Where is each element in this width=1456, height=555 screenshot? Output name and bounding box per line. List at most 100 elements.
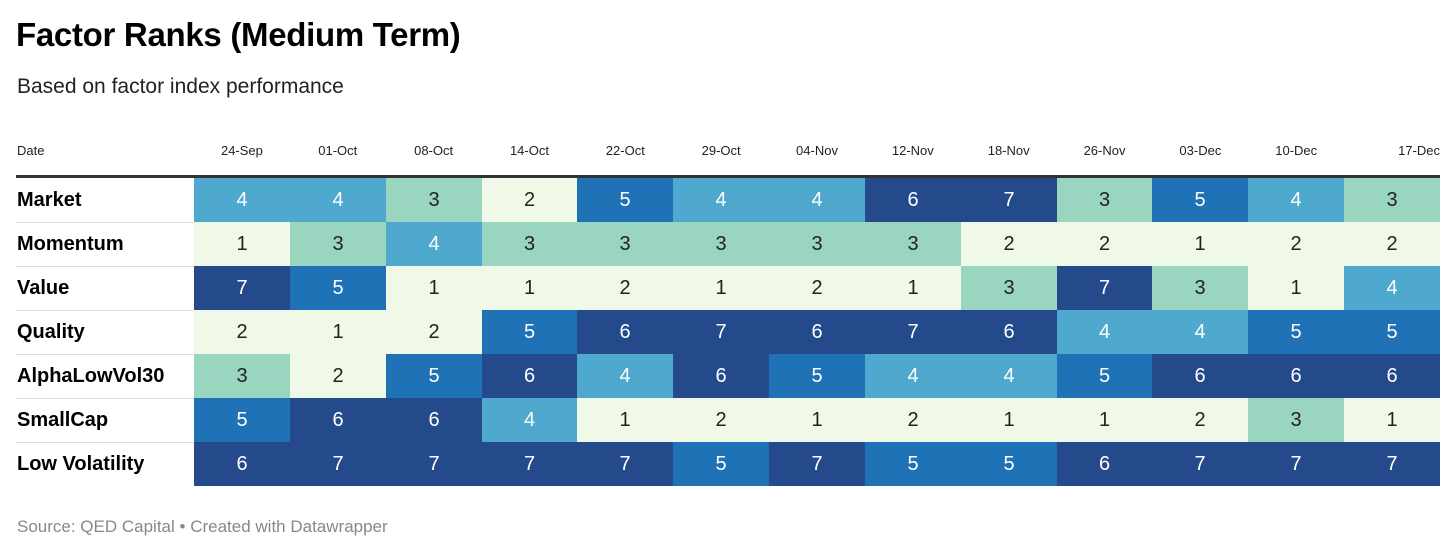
heatmap-cell: 1 [386,266,482,310]
column-header: 01-Oct [318,143,358,158]
heatmap-cell: 2 [865,398,961,442]
heatmap-cell: 3 [577,222,673,266]
heatmap-cell: 2 [290,354,386,398]
heatmap-cell: 3 [1057,178,1152,222]
heatmap-cell: 3 [1152,266,1248,310]
heatmap-cell: 5 [673,442,769,486]
heatmap-cell: 1 [1344,398,1440,442]
column-header: 10-Dec [1275,143,1318,158]
heatmap-cell: 5 [386,354,482,398]
heatmap-cell: 7 [1152,442,1248,486]
heatmap-cell: 5 [1057,354,1152,398]
heatmap-cell: 6 [386,398,482,442]
heatmap-row: Value 7 5 1 1 2 1 2 1 3 7 3 1 4 [0,266,1456,310]
heatmap-row: SmallCap 5 6 6 4 1 2 1 2 1 1 2 3 1 [0,398,1456,442]
row-label: Value [17,277,70,299]
heatmap-cell: 3 [386,178,482,222]
heatmap-cell: 4 [386,222,482,266]
heatmap-cell: 4 [1344,266,1440,310]
heatmap-cell: 5 [769,354,865,398]
heatmap-cell: 5 [865,442,961,486]
row-label: Momentum [17,233,124,255]
column-header: 08-Oct [414,143,454,158]
heatmap-cell: 6 [1057,442,1152,486]
chart-subtitle: Based on factor index performance [17,75,344,98]
heatmap-cell: 1 [1057,398,1152,442]
heatmap-cell: 2 [673,398,769,442]
heatmap-cell: 3 [290,222,386,266]
heatmap-cell: 4 [769,178,865,222]
heatmap-cell: 5 [1344,310,1440,354]
column-header: 22-Oct [605,143,645,158]
heatmap-cell: 7 [673,310,769,354]
heatmap-cell: 1 [769,398,865,442]
heatmap-cell: 3 [194,354,290,398]
row-label: Market [17,189,82,211]
row-label: AlphaLowVol30 [17,365,165,387]
heatmap-cell: 3 [1344,178,1440,222]
heatmap-cell: 3 [1248,398,1344,442]
heatmap-cell: 6 [961,310,1057,354]
heatmap-cell: 7 [1057,266,1152,310]
heatmap-cell: 7 [290,442,386,486]
row-separator [16,398,194,399]
row-header-label: Date [17,143,45,158]
heatmap-cell: 5 [482,310,577,354]
heatmap-cell: 3 [482,222,577,266]
heatmap-cell: 4 [482,398,577,442]
heatmap-cell: 1 [961,398,1057,442]
row-separator [16,266,194,267]
heatmap-cell: 3 [673,222,769,266]
source-note: Source: QED Capital • Created with Dataw… [17,517,388,536]
column-header: 12-Nov [891,143,934,158]
heatmap-cell: 2 [577,266,673,310]
heatmap-cell: 4 [194,178,290,222]
heatmap-cell: 6 [1344,354,1440,398]
heatmap-cell: 6 [290,398,386,442]
heatmap-cell: 4 [577,354,673,398]
heatmap-cell: 7 [769,442,865,486]
heatmap-cell: 2 [482,178,577,222]
heatmap-cell: 5 [961,442,1057,486]
heatmap-cell: 1 [865,266,961,310]
heatmap-row: Quality 2 1 2 5 6 7 6 7 6 4 4 5 5 [0,310,1456,354]
heatmap-cell: 4 [290,178,386,222]
heatmap-cell: 3 [961,266,1057,310]
heatmap-cell: 5 [1248,310,1344,354]
heatmap-cell: 2 [1248,222,1344,266]
heatmap-cell: 6 [673,354,769,398]
heatmap-cell: 2 [961,222,1057,266]
heatmap-cell: 2 [1057,222,1152,266]
heatmap-cell: 7 [1248,442,1344,486]
heatmap-cell: 1 [673,266,769,310]
heatmap-cell: 1 [194,222,290,266]
column-header-row: Date 24-Sep 01-Oct 08-Oct 14-Oct 22-Oct 29-Oc… [0,143,1456,169]
heatmap-cell: 7 [577,442,673,486]
heatmap-cell: 2 [194,310,290,354]
heatmap-cell: 6 [1248,354,1344,398]
heatmap-cell: 7 [961,178,1057,222]
heatmap-cell: 6 [769,310,865,354]
heatmap-row: Market 4 4 3 2 5 4 4 6 7 3 5 4 3 [0,178,1456,222]
heatmap-cell: 6 [482,354,577,398]
heatmap-cell: 4 [1248,178,1344,222]
heatmap-cell: 1 [1248,266,1344,310]
row-separator [16,442,194,443]
column-header: 03-Dec [1179,143,1222,158]
heatmap-cell: 7 [386,442,482,486]
heatmap-cell: 6 [577,310,673,354]
heatmap-cell: 1 [290,310,386,354]
heatmap-cell: 5 [577,178,673,222]
row-separator [16,310,194,311]
heatmap-cell: 2 [386,310,482,354]
heatmap-cell: 7 [865,310,961,354]
heatmap-cell: 2 [769,266,865,310]
heatmap-cell: 2 [1152,398,1248,442]
column-header: 24-Sep [220,143,263,158]
heatmap-cell: 1 [482,266,577,310]
heatmap-cell: 6 [865,178,961,222]
heatmap-cell: 4 [1057,310,1152,354]
row-label: SmallCap [17,409,109,431]
heatmap-cell: 3 [865,222,961,266]
row-separator [16,222,194,223]
